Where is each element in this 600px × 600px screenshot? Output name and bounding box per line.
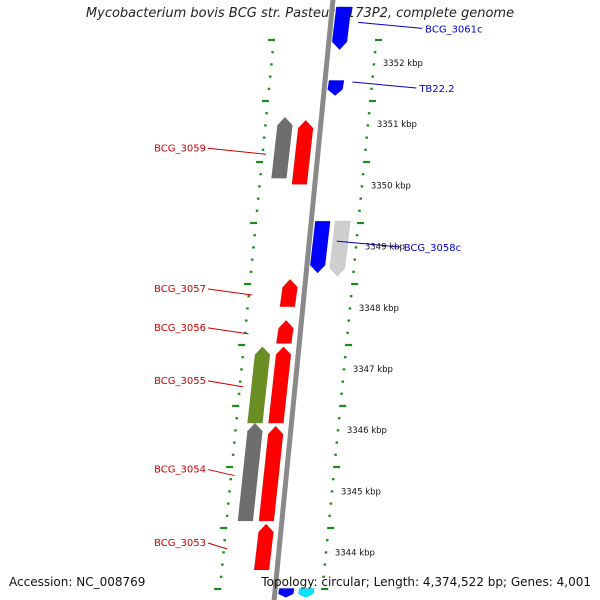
- gene-bcg3054_grey[interactable]: [237, 422, 263, 522]
- gene-bcg3058c_grey[interactable]: [329, 220, 351, 277]
- ruler-label: 3348 kbp: [359, 304, 399, 314]
- gene-bcg3059_grey[interactable]: [271, 116, 293, 179]
- gene-label-bcg3053[interactable]: BCG_3053: [154, 538, 206, 549]
- gene-bcg3056[interactable]: [275, 319, 294, 344]
- gene-label-bcg3055[interactable]: BCG_3055: [154, 376, 206, 387]
- ruler-label: 3344 kbp: [335, 549, 375, 559]
- gene-label-bcg3061c[interactable]: BCG_3061c: [425, 24, 482, 35]
- gene-tb222[interactable]: [327, 80, 345, 96]
- ruler-label: 3347 kbp: [353, 365, 393, 375]
- gene-label-bcg3056[interactable]: BCG_3056: [154, 323, 206, 334]
- gene-label-bcg3058c[interactable]: BCG_3058c: [404, 243, 461, 254]
- gene-bcg3059[interactable]: [291, 119, 314, 185]
- ruler-label: 3346 kbp: [347, 426, 387, 436]
- gene-bcg3058c[interactable]: [309, 220, 331, 274]
- gene-labels[interactable]: BCG_3061c TB22.2 BCG_3059 BCG_3058c BCG_3057…: [154, 21, 483, 550]
- gene-label-bcg3057[interactable]: BCG_3057: [154, 284, 206, 295]
- label-leader: [207, 288, 253, 296]
- label-leader: [207, 147, 267, 155]
- map-title: Mycobacterium bovis BCG str. Pasteur 117…: [85, 6, 515, 21]
- accession-text: Accession: NC_008769: [9, 575, 146, 589]
- gene-bottom_cyan[interactable]: [298, 588, 315, 598]
- ruler-label: 3350 kbp: [371, 181, 411, 191]
- gene-bottom_blue[interactable]: [278, 588, 295, 598]
- gene-bcg3054[interactable]: [258, 425, 284, 522]
- ruler-label: 3349 kbp: [365, 243, 405, 253]
- gene-bcg3055_olive[interactable]: [247, 346, 271, 424]
- label-leader: [207, 380, 244, 388]
- label-leader: [207, 542, 228, 550]
- gene-bcg3053[interactable]: [253, 523, 274, 571]
- tick-marks: [214, 38, 383, 591]
- ruler-label: 3351 kbp: [377, 120, 417, 130]
- label-leader: [207, 469, 235, 477]
- ruler-label: 3345 kbp: [341, 487, 381, 497]
- backbone-line: [271, 0, 336, 600]
- gene-label-bcg3054[interactable]: BCG_3054: [154, 465, 206, 476]
- gene-label-tb222[interactable]: TB22.2: [418, 84, 454, 95]
- label-leader: [207, 327, 249, 335]
- label-leader: [336, 240, 401, 248]
- backbone: [271, 0, 336, 600]
- gene-bcg3055[interactable]: [268, 346, 292, 424]
- ruler-label: 3352 kbp: [383, 59, 423, 69]
- label-leader: [352, 81, 417, 89]
- gene-bcg3057[interactable]: [279, 278, 298, 308]
- genes[interactable]: [237, 6, 352, 598]
- genome-stats: Topology: circular; Length: 4,374,522 bp…: [261, 575, 591, 589]
- ruler-labels: 3352 kbp 3351 kbp 3350 kbp 3349 kbp 3348 kbp…: [335, 59, 423, 559]
- gene-bcg3061c[interactable]: [331, 6, 352, 51]
- label-leader: [358, 21, 423, 29]
- gene-label-bcg3059[interactable]: BCG_3059: [154, 143, 206, 154]
